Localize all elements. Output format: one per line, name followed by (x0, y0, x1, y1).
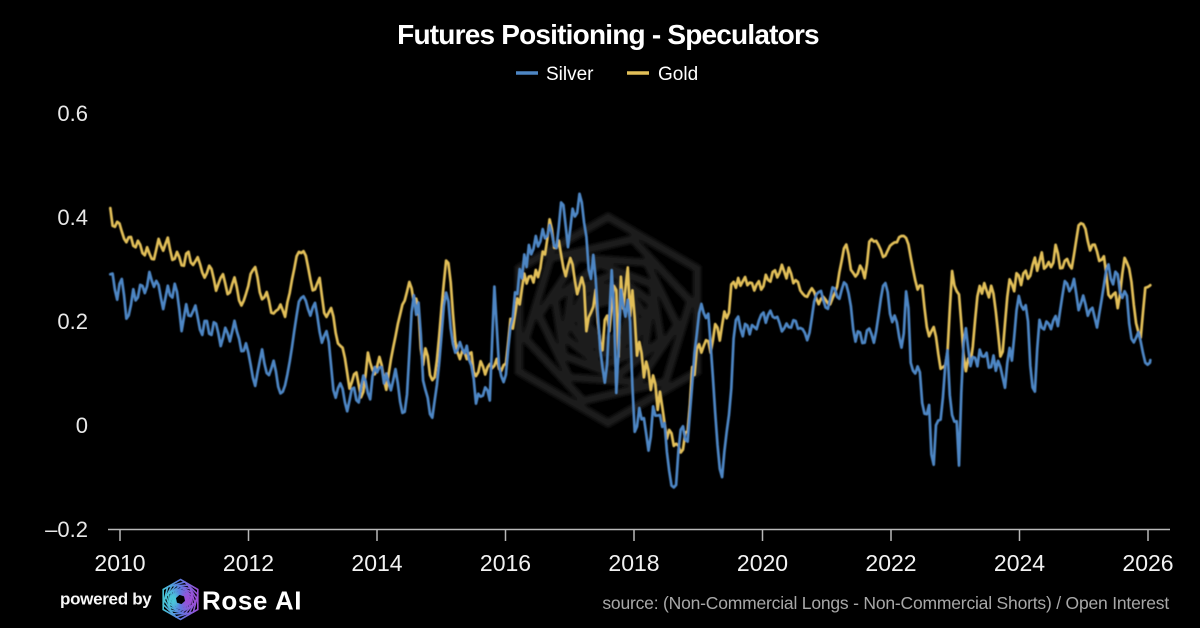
svg-text:2010: 2010 (94, 550, 145, 576)
svg-text:Futures Positioning - Specul: Futures Positioning - Speculators (397, 19, 819, 50)
svg-text:0.6: 0.6 (57, 101, 88, 126)
svg-text:2016: 2016 (480, 550, 531, 576)
svg-text:0.2: 0.2 (57, 309, 88, 334)
svg-text:0.4: 0.4 (57, 205, 88, 230)
svg-text:powered by: powered by (60, 590, 152, 609)
svg-text:Silver: Silver (546, 64, 594, 85)
svg-text:2026: 2026 (1122, 550, 1173, 576)
svg-text:–0.2: –0.2 (45, 517, 88, 542)
svg-text:2012: 2012 (223, 550, 274, 576)
svg-text:2018: 2018 (608, 550, 659, 576)
svg-text:2022: 2022 (865, 550, 916, 576)
svg-text:2020: 2020 (737, 550, 788, 576)
svg-text:2024: 2024 (994, 550, 1045, 576)
svg-text:Gold: Gold (658, 64, 698, 85)
svg-text:source: (Non-Commercial Longs: source: (Non-Commercial Longs - Non-Comm… (602, 593, 1169, 613)
svg-text:Rose AI: Rose AI (202, 586, 302, 616)
svg-text:2014: 2014 (351, 550, 402, 576)
svg-text:0: 0 (76, 413, 88, 438)
